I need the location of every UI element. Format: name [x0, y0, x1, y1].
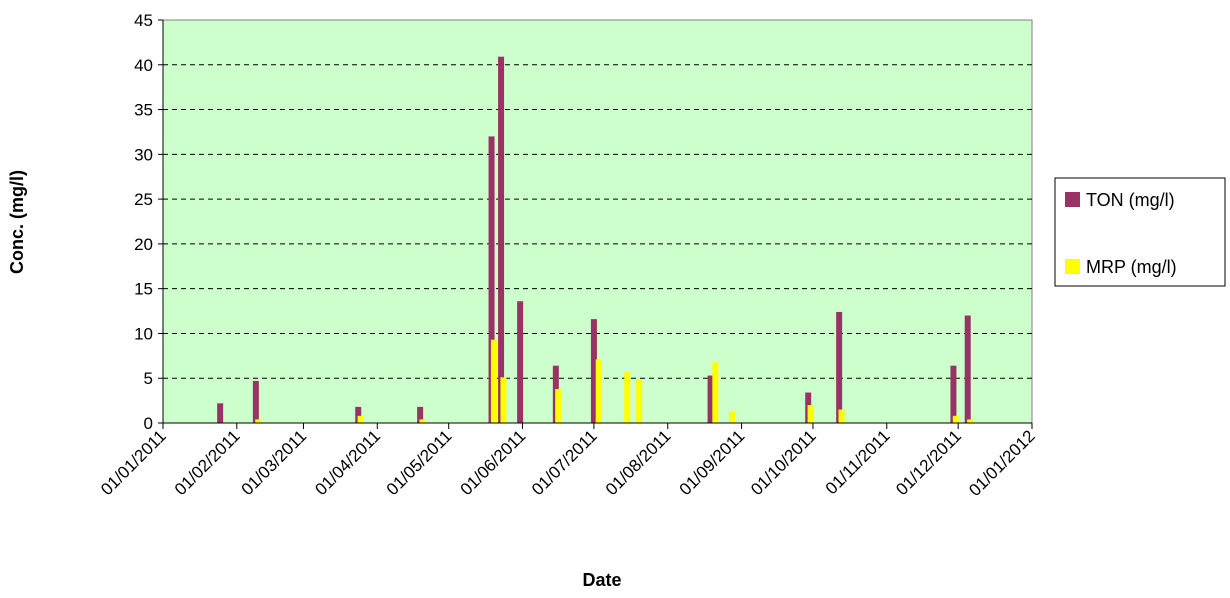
y-tick-label: 30: [134, 145, 153, 164]
x-tick-label: 01/03/2011: [238, 426, 311, 499]
y-tick-label: 20: [134, 235, 153, 254]
bar-mrp: [255, 419, 262, 423]
bar-ton: [590, 319, 597, 423]
x-tick-label: 01/07/2011: [528, 426, 601, 499]
bar-ton: [217, 403, 224, 423]
bar-mrp: [490, 339, 497, 423]
bar-mrp: [419, 419, 426, 423]
y-axis-title: Conc. (mg/l): [7, 170, 27, 274]
bar-mrp: [636, 379, 643, 423]
bar-ton: [836, 311, 843, 423]
legend-swatch-ton: [1065, 192, 1080, 207]
x-tick-label: 01/01/2011: [97, 426, 170, 499]
legend: TON (mg/l) MRP (mg/l): [1054, 177, 1226, 287]
x-tick-label: 01/05/2011: [383, 426, 456, 499]
bar-mrp: [500, 377, 507, 423]
bar-ton: [498, 56, 505, 424]
y-tick-label: 25: [134, 190, 153, 209]
x-tick-label: 01/08/2011: [602, 426, 675, 499]
legend-label-ton: TON (mg/l): [1086, 190, 1175, 210]
bar-mrp: [838, 409, 845, 423]
axes: [158, 19, 1033, 429]
bar-ton: [950, 365, 957, 423]
bar-mrp: [357, 415, 364, 423]
x-tick-label: 01/10/2011: [747, 426, 820, 499]
legend-label-mrp: MRP (mg/l): [1086, 257, 1177, 277]
bar-mrp: [712, 362, 719, 423]
bar-mrp: [624, 371, 631, 423]
y-tick-label: 5: [144, 369, 153, 388]
x-axis-title: Date: [582, 570, 621, 590]
y-tick-label: 35: [134, 101, 153, 120]
bar-ton: [252, 380, 259, 423]
bar-ton: [964, 315, 971, 423]
x-tick-label: 01/12/2011: [892, 426, 965, 499]
x-tick-label: 01/06/2011: [457, 426, 530, 499]
y-tick-labels: 0 5 10 15 20 25 30 35 40 45: [134, 11, 153, 433]
bar-mrp: [595, 359, 602, 423]
bar-mrp: [807, 405, 814, 423]
x-tick-label: 01/09/2011: [676, 426, 749, 499]
x-tick-label: 01/02/2011: [171, 426, 244, 499]
x-tick-label: 01/04/2011: [311, 426, 384, 499]
y-tick-label: 15: [134, 280, 153, 299]
bar-ton: [707, 375, 714, 423]
legend-swatch-mrp: [1065, 259, 1080, 274]
y-tick-label: 45: [134, 11, 153, 30]
legend-box: [1054, 177, 1226, 287]
y-tick-label: 0: [144, 414, 153, 433]
x-tick-label: 01/01/2012: [965, 426, 1039, 500]
x-tick-label: 01/11/2011: [822, 426, 894, 498]
bar-mrp: [729, 411, 736, 423]
bar-ton: [417, 406, 424, 423]
y-tick-label: 40: [134, 56, 153, 75]
bar-mrp: [555, 388, 562, 423]
plot-area: [162, 19, 1033, 424]
bar-ton: [355, 406, 362, 423]
grid-lines: [163, 64, 1032, 379]
bar-mrp: [967, 419, 974, 423]
y-tick-label: 10: [134, 324, 153, 343]
bars: [217, 56, 974, 424]
bar-ton: [517, 301, 524, 423]
bar-mrp: [952, 415, 959, 423]
bar-ton: [488, 136, 495, 423]
